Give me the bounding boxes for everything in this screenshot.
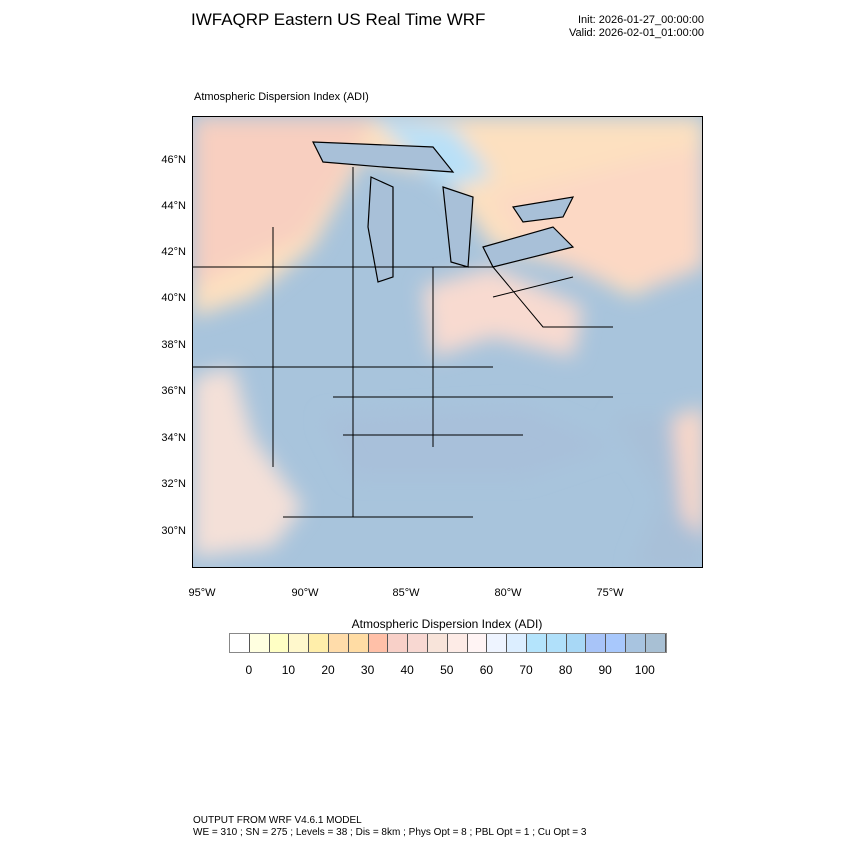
lat-label: 38°N (161, 339, 186, 351)
colorbar-label: 100 (634, 663, 655, 677)
colorbar-swatch (447, 634, 468, 652)
colorbar-swatch (566, 634, 587, 652)
lat-label: 46°N (161, 154, 186, 166)
colorbar-label: 20 (321, 663, 335, 677)
colorbar-swatch (606, 634, 626, 652)
init-time: Init: 2026-01-27_00:00:00 (578, 14, 704, 26)
colorbar-label: 50 (440, 663, 454, 677)
colorbar-swatch (586, 634, 607, 652)
colorbar-swatch (230, 634, 250, 652)
footer-model: OUTPUT FROM WRF V4.6.1 MODEL (193, 815, 362, 826)
map-title: Atmospheric Dispersion Index (ADI) (194, 91, 369, 103)
footer-config: WE = 310 ; SN = 275 ; Levels = 38 ; Dis … (193, 827, 587, 838)
colorbar-label: 30 (360, 663, 375, 677)
colorbar-swatch (467, 634, 488, 652)
colorbar-swatch (427, 634, 448, 652)
colorbar-swatch (487, 634, 508, 652)
colorbar-swatch (526, 634, 547, 652)
lat-label: 36°N (161, 385, 186, 397)
colorbar-swatch (289, 634, 310, 652)
colorbar-swatch (408, 634, 428, 652)
colorbar-swatch (645, 634, 666, 652)
colorbar-swatch (309, 634, 329, 652)
lon-label: 85°W (392, 587, 420, 599)
colorbar-swatch (546, 634, 567, 652)
colorbar-label: 90 (598, 663, 612, 677)
lat-label: 34°N (161, 432, 186, 444)
colorbar-label: 60 (479, 663, 494, 677)
colorbar-swatch (348, 634, 369, 652)
adi-map (192, 116, 703, 568)
colorbar-swatch (368, 634, 389, 652)
colorbar-swatch (269, 634, 290, 652)
lat-label: 40°N (161, 292, 186, 304)
colorbar-label: 0 (245, 663, 253, 677)
colorbar-swatch (625, 634, 646, 652)
lat-label: 30°N (161, 525, 186, 537)
lon-label: 80°W (494, 587, 522, 599)
lon-label: 95°W (188, 587, 216, 599)
valid-time: Valid: 2026-02-01_01:00:00 (569, 27, 704, 39)
colorbar-label: 40 (400, 663, 414, 677)
lat-label: 44°N (161, 200, 186, 212)
lat-label: 32°N (161, 478, 186, 490)
colorbar (229, 633, 667, 653)
lat-label: 42°N (161, 246, 186, 258)
colorbar-swatch (249, 634, 270, 652)
colorbar-title: Atmospheric Dispersion Index (ADI) (351, 617, 543, 631)
lon-label: 90°W (291, 587, 319, 599)
lon-label: 75°W (596, 587, 624, 599)
colorbar-label: 70 (519, 663, 533, 677)
colorbar-swatch (328, 634, 349, 652)
plot-title: IWFAQRP Eastern US Real Time WRF (191, 10, 486, 29)
colorbar-swatch (507, 634, 527, 652)
colorbar-swatch (388, 634, 409, 652)
colorbar-label: 10 (281, 663, 296, 677)
colorbar-label: 80 (558, 663, 573, 677)
